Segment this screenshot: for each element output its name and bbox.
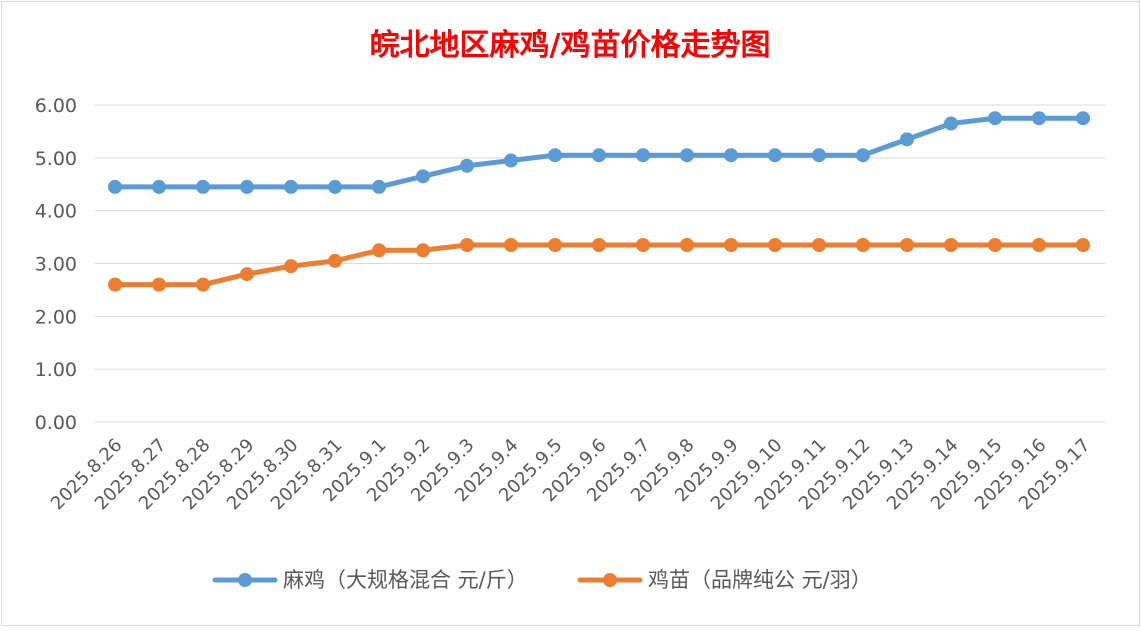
y-tick-label: 2.00: [35, 306, 77, 328]
data-point: [108, 179, 122, 194]
data-point: [680, 238, 694, 253]
data-point: [152, 277, 166, 292]
data-point: [636, 238, 650, 253]
y-tick-label: 6.00: [35, 95, 77, 117]
y-tick-label: 0.00: [35, 412, 77, 434]
data-point: [988, 111, 1002, 126]
data-point: [1032, 238, 1046, 253]
data-point: [768, 148, 782, 163]
data-point: [328, 253, 342, 268]
y-tick-label: 3.00: [35, 254, 77, 276]
gridlines: [95, 104, 1105, 423]
data-point: [152, 179, 166, 194]
y-tick-label: 1.00: [35, 359, 77, 381]
data-point: [1032, 111, 1046, 126]
data-point: [372, 179, 386, 194]
legend: 麻鸡（大规格混合 元/斤） 鸡苗（品牌纯公 元/羽）: [212, 568, 872, 592]
data-point: [504, 238, 518, 253]
data-point: [900, 238, 914, 253]
data-point: [1076, 238, 1090, 253]
data-point: [284, 179, 298, 194]
data-point: [372, 243, 386, 258]
data-point: [548, 148, 562, 163]
data-point: [460, 238, 474, 253]
series-lines: [108, 111, 1090, 292]
data-point: [856, 238, 870, 253]
data-point: [504, 153, 518, 168]
data-point: [196, 277, 210, 292]
data-point: [636, 148, 650, 163]
data-point: [812, 238, 826, 253]
data-point: [944, 116, 958, 131]
data-point: [548, 238, 562, 253]
data-point: [856, 148, 870, 163]
data-point: [988, 238, 1002, 253]
legend-label: 麻鸡（大规格混合 元/斤）: [283, 568, 528, 592]
data-point: [680, 148, 694, 163]
data-point: [240, 179, 254, 194]
data-point: [108, 277, 122, 292]
data-point: [416, 243, 430, 258]
data-point: [460, 158, 474, 173]
data-point: [768, 238, 782, 253]
data-point: [328, 179, 342, 194]
data-point: [724, 238, 738, 253]
legend-marker: [238, 573, 252, 587]
y-tick-label: 5.00: [35, 148, 77, 170]
data-point: [592, 238, 606, 253]
data-point: [900, 132, 914, 147]
series-1: [108, 111, 1090, 194]
legend-marker: [603, 573, 617, 587]
data-point: [944, 238, 958, 253]
data-point: [724, 148, 738, 163]
legend-label: 鸡苗（品牌纯公 元/羽）: [648, 568, 872, 592]
data-point: [284, 259, 298, 274]
y-tick-label: 4.00: [35, 201, 77, 223]
chart-title: 皖北地区麻鸡/鸡苗价格走势图: [370, 28, 771, 63]
data-point: [196, 179, 210, 194]
data-point: [416, 169, 430, 184]
series-2: [108, 238, 1090, 292]
data-point: [812, 148, 826, 163]
data-point: [1076, 111, 1090, 126]
data-point: [240, 267, 254, 282]
y-axis-tick-labels: 0.00 1.00 2.00 3.00 4.00 5.00 6.00: [35, 95, 77, 434]
data-point: [592, 148, 606, 163]
